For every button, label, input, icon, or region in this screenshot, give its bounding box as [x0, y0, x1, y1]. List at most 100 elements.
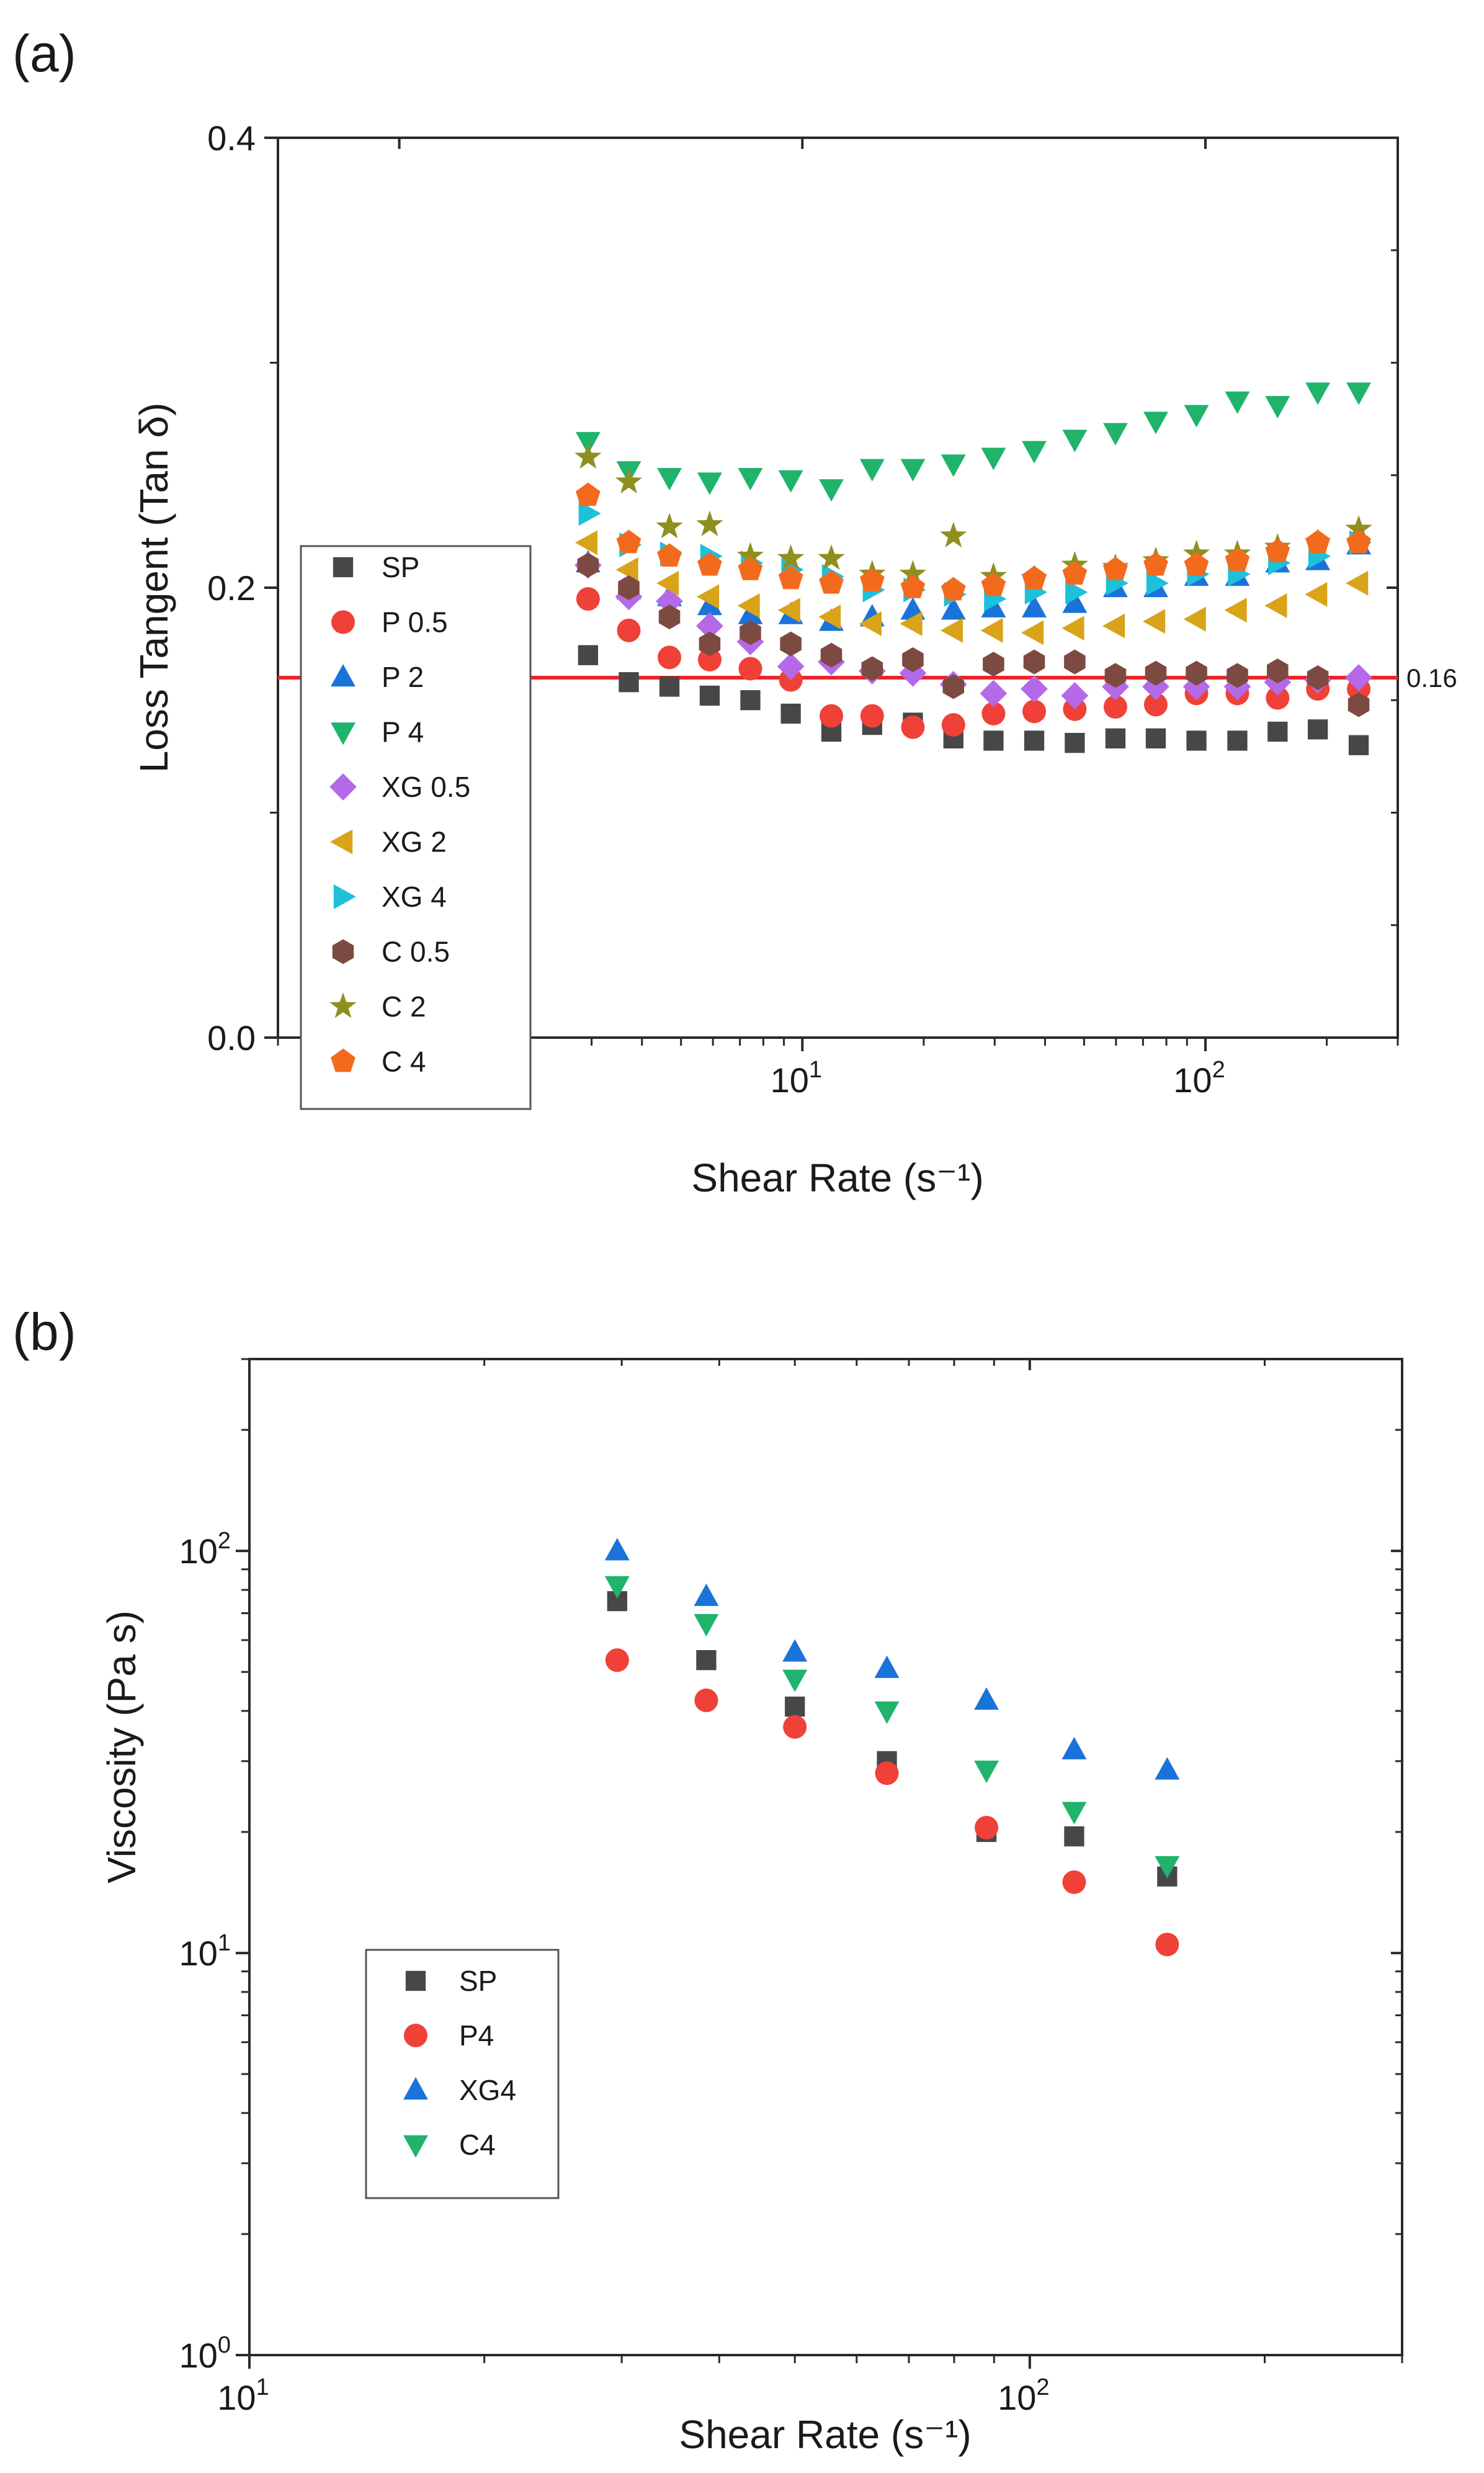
data-point: [1225, 547, 1250, 572]
data-point: [1345, 664, 1372, 691]
data-point: [819, 479, 844, 502]
x-tick-label: 101: [217, 2374, 269, 2417]
data-point: [1346, 570, 1369, 596]
data-point: [619, 672, 639, 693]
data-point: [1184, 405, 1209, 428]
data-point: [696, 510, 723, 536]
data-point: [574, 530, 598, 555]
data-point: [777, 653, 805, 680]
data-point: [1143, 609, 1166, 634]
data-point: [618, 575, 640, 600]
data-point: [697, 648, 722, 671]
legend-label: P 0.5: [382, 606, 448, 639]
legend-label: P 2: [382, 661, 424, 693]
data-point: [780, 703, 801, 724]
legend-label: C 2: [382, 990, 426, 1023]
data-point: [578, 501, 601, 526]
data-point: [1062, 590, 1088, 613]
legend-label: C 0.5: [382, 936, 450, 968]
data-point: [616, 529, 641, 554]
data-point: [940, 617, 963, 643]
x-tick-label: 102: [1173, 1057, 1225, 1100]
data-point: [902, 647, 924, 672]
data-point: [1102, 423, 1128, 446]
data-point: [818, 544, 845, 570]
data-point: [657, 468, 682, 491]
data-point: [656, 570, 679, 596]
data-point: [1305, 581, 1328, 607]
data-point: [860, 704, 884, 728]
data-point: [1184, 552, 1209, 576]
legend-marker: [331, 610, 355, 634]
data-point: [699, 631, 721, 657]
data-point: [1307, 719, 1328, 740]
data-point: [900, 611, 923, 636]
data-point: [1061, 682, 1089, 709]
data-point: [736, 542, 764, 568]
y-tick-label: 101: [179, 1930, 231, 1973]
y-tick-label: 0.2: [207, 568, 256, 608]
plot-b-x-axis-label: Shear Rate (s⁻¹): [679, 2412, 971, 2457]
data-point: [604, 1538, 630, 1561]
plot-b-legend: SP P4 XG4 C4: [365, 1949, 560, 2199]
data-point: [1227, 730, 1248, 751]
data-point: [740, 690, 761, 711]
plot-b-y-axis-label: Viscosity (Pa s): [99, 1610, 144, 1883]
legend-label: XG 4: [382, 881, 447, 913]
data-point: [859, 459, 885, 482]
data-point: [1143, 693, 1168, 717]
data-point: [899, 560, 927, 586]
data-point: [1021, 675, 1048, 702]
data-point: [740, 620, 761, 645]
data-point: [941, 577, 966, 601]
data-point: [1265, 539, 1290, 562]
legend-label: C 4: [382, 1046, 426, 1078]
legend-box: [300, 545, 532, 1110]
data-point: [1146, 570, 1169, 596]
data-point: [1062, 1802, 1087, 1824]
data-point: [1145, 660, 1167, 686]
x-tick-label: 102: [998, 2374, 1049, 2417]
data-point: [574, 442, 602, 469]
data-point: [900, 575, 926, 598]
legend-marker: [403, 2077, 428, 2100]
legend-label: P4: [459, 2019, 494, 2052]
data-point: [1065, 580, 1088, 605]
data-point: [820, 642, 843, 668]
data-point: [1305, 382, 1331, 405]
data-point: [617, 618, 641, 642]
data-point: [981, 595, 1006, 617]
data-point: [941, 713, 965, 737]
plot-a-y-axis-label: Loss Tangent (Tan δ): [132, 403, 176, 773]
data-point: [941, 454, 966, 477]
data-point: [575, 482, 601, 506]
data-point: [615, 467, 643, 494]
legend-label: P 4: [382, 716, 424, 748]
data-point: [1186, 660, 1207, 686]
data-point: [696, 1649, 717, 1671]
data-point: [782, 1639, 808, 1662]
data-point: [1142, 673, 1169, 701]
data-point: [1024, 730, 1045, 751]
data-point: [1348, 735, 1369, 755]
legend-label: XG 2: [382, 826, 447, 858]
data-point: [1346, 529, 1371, 554]
data-point: [738, 468, 763, 491]
data-point: [1267, 658, 1289, 684]
data-point: [605, 1648, 629, 1672]
legend-label: SP: [382, 551, 419, 583]
data-point: [738, 557, 763, 580]
data-point: [1062, 616, 1084, 641]
data-point: [861, 656, 883, 681]
data-point: [658, 604, 681, 630]
data-point: [1103, 557, 1128, 580]
data-point: [983, 730, 1004, 751]
legend-marker: [330, 829, 353, 855]
data-point: [875, 1761, 899, 1785]
legend-marker: [333, 884, 356, 909]
legend-label: XG4: [459, 2074, 516, 2106]
data-point: [1143, 552, 1168, 576]
data-point: [1022, 441, 1047, 464]
data-point: [901, 715, 925, 739]
